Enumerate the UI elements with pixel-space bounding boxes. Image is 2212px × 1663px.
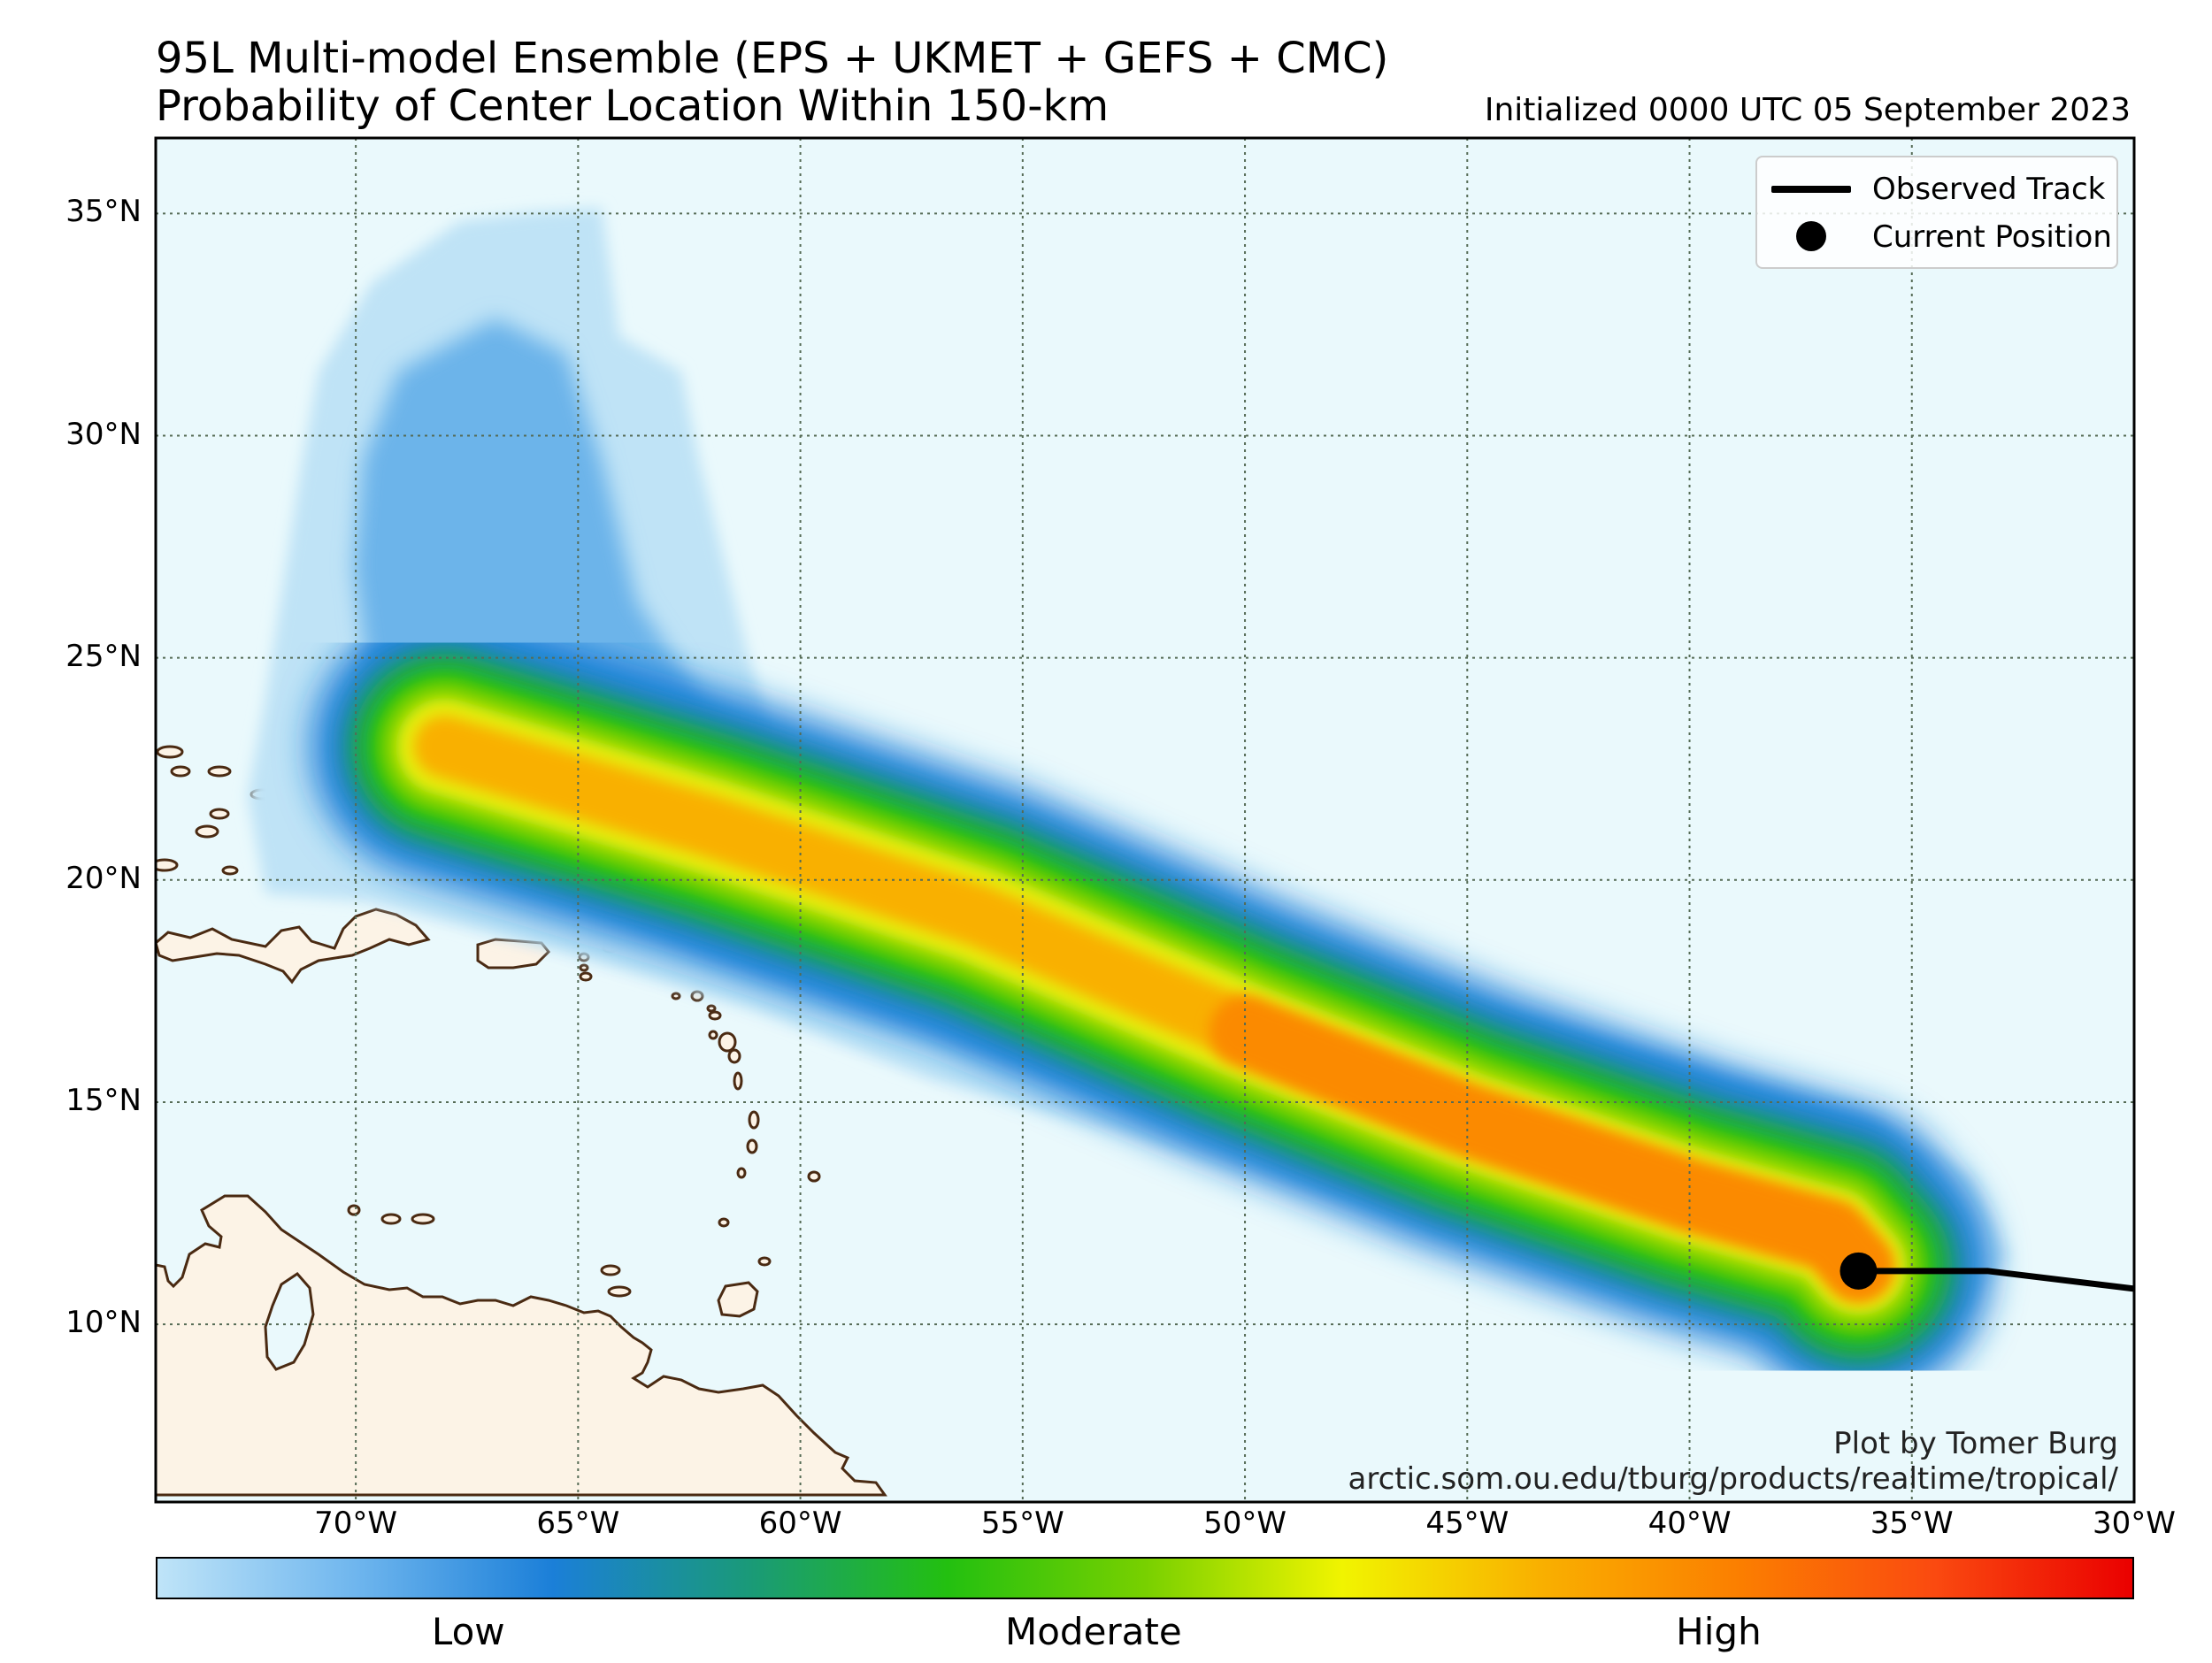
observed-track-line [1858,1268,2134,1292]
lon-label: 55°W [980,1506,1064,1541]
legend-label-observed-track: Observed Track [1872,172,2106,207]
lat-label: 20°N [65,860,142,896]
lat-label: 25°N [65,638,142,674]
lat-label: 35°N [65,194,142,230]
observed-track-line-icon [1771,186,1851,193]
lat-label: 30°N [65,416,142,452]
lat-label: 10°N [65,1305,142,1341]
colorbar-label: High [1676,1610,1762,1653]
land-layer [156,326,887,1497]
legend-item-observed-track: Observed Track [1757,166,2116,211]
colorbar-label: Low [431,1610,505,1653]
legend-item-current-position: Current Position [1757,214,2116,258]
title-line-1: 95L Multi-model Ensemble (EPS + UKMET + … [156,34,1389,83]
lon-label: 35°W [1870,1506,1954,1541]
lon-label: 45°W [1425,1506,1509,1541]
lat-label: 15°N [65,1082,142,1118]
lon-label: 30°W [2093,1506,2176,1541]
lon-label: 50°W [1203,1506,1286,1541]
land-puerto-rico [476,938,551,969]
land-lesser-antilles [156,326,821,1298]
title-line-2: Probability of Center Location Within 15… [156,81,1110,131]
probability-field [248,208,2008,1399]
map-frame [154,136,2136,1504]
credit-url: arctic.som.ou.edu/tburg/products/realtim… [1348,1461,2119,1497]
graticule [156,138,2134,1502]
lon-label: 60°W [758,1506,842,1541]
land-hispaniola [156,908,431,985]
prob-ribbon-core [1210,995,1894,1302]
lon-label: 40°W [1647,1506,1732,1541]
land-trinidad [717,1281,759,1318]
probability-colorbar [156,1557,2134,1599]
legend-label-current-position: Current Position [1872,219,2112,255]
colorbar-label: Moderate [1004,1610,1182,1653]
current-position-dot-icon [1796,221,1826,251]
current-position-marker [1839,1252,1878,1290]
land-lake-maracaibo [264,1272,315,1371]
track-layer [1839,1252,2134,1292]
initialized-time-label: Initialized 0000 UTC 05 September 2023 [1484,92,2131,128]
credit-author: Plot by Tomer Burg [1833,1426,2118,1461]
land-south-america [156,1194,887,1497]
map-legend: Observed Track Current Position [1755,156,2118,269]
lon-label: 70°W [314,1506,398,1541]
lon-label: 65°W [536,1506,620,1541]
